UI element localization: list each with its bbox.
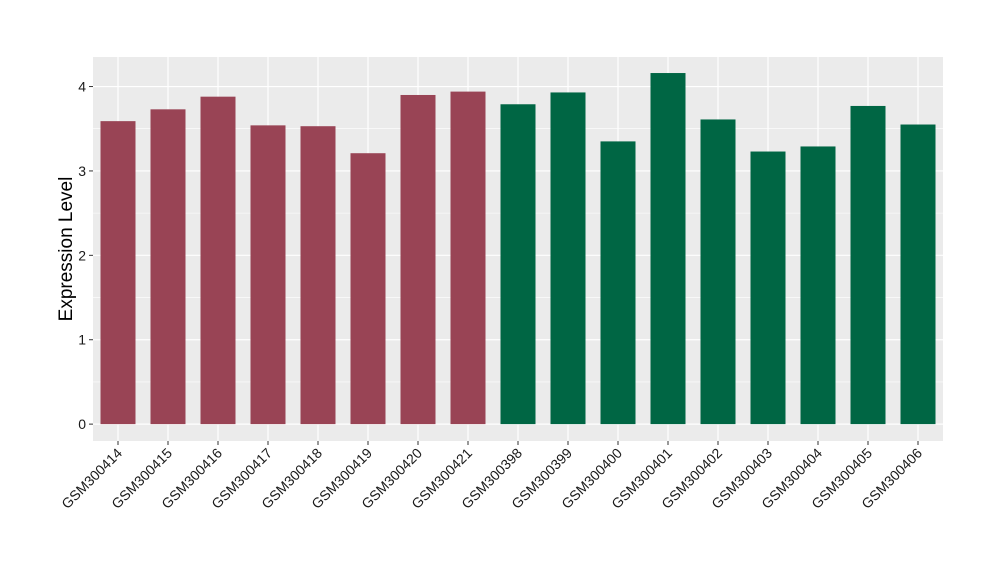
bar-GSM300400	[600, 141, 636, 425]
y-tick-label: 1	[78, 332, 86, 348]
bar-GSM300403	[750, 151, 786, 425]
bar-GSM300406	[900, 124, 936, 425]
y-tick-label: 2	[78, 247, 86, 263]
bar-GSM300401	[650, 73, 686, 425]
bars	[100, 73, 936, 425]
y-tick-label: 3	[78, 163, 86, 179]
x-axis: GSM300414GSM300415GSM300416GSM300417GSM3…	[58, 441, 925, 512]
bar-GSM300416	[200, 96, 236, 425]
y-axis: 0 1 2 3 4	[78, 79, 93, 432]
y-tick-label: 0	[78, 416, 86, 432]
y-tick-label: 4	[78, 79, 86, 95]
bar-GSM300399	[550, 92, 586, 425]
y-axis-title: Expression Level	[56, 177, 77, 322]
bar-GSM300405	[850, 105, 886, 425]
bar-GSM300417	[250, 125, 286, 425]
bar-GSM300398	[500, 104, 536, 425]
bar-GSM300421	[450, 91, 486, 425]
bar-GSM300418	[300, 126, 336, 425]
bar-GSM300414	[100, 121, 136, 425]
bar-GSM300404	[800, 146, 836, 425]
bar-GSM300420	[400, 94, 436, 425]
bar-GSM300419	[350, 153, 386, 425]
bar-GSM300402	[700, 119, 736, 425]
bar-GSM300415	[150, 109, 186, 425]
